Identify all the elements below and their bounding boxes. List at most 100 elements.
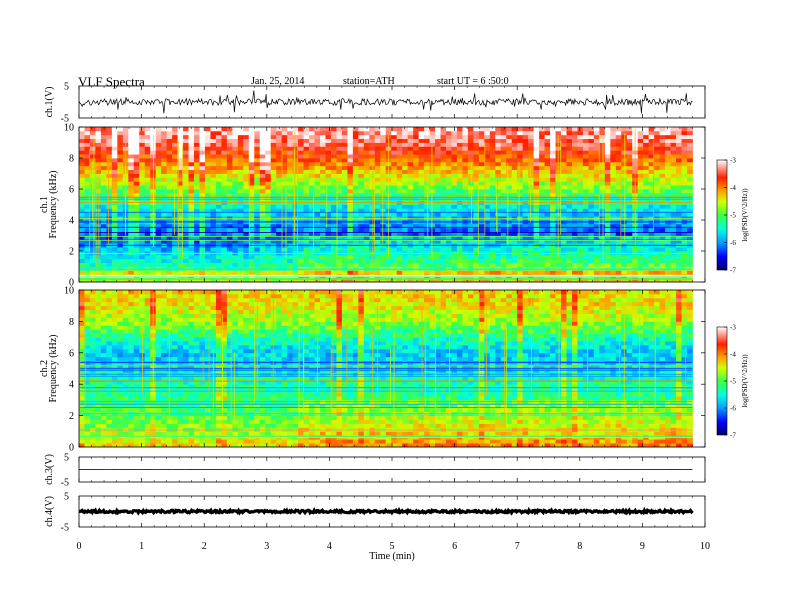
spectrogram-cell (402, 154, 409, 159)
spectrogram-cell (528, 254, 535, 260)
spectrogram-cell (577, 154, 584, 159)
spectrogram-cell (676, 146, 682, 151)
spectrogram-cell (84, 165, 91, 171)
spectrogram-cell (161, 169, 168, 174)
spectrogram-cell (676, 173, 682, 178)
spectrogram-cell (621, 227, 628, 233)
spectrogram-cell (177, 130, 184, 136)
spectrogram-cell (418, 216, 425, 221)
spectrogram-cell (341, 204, 348, 209)
spectrogram-cell (670, 239, 677, 244)
spectrogram-cell (588, 138, 595, 143)
spectrogram-cell (374, 177, 381, 182)
spectrogram-cell (128, 134, 135, 140)
spectrogram-cell (539, 216, 545, 221)
spectrogram-cell (79, 216, 85, 221)
spectrogram-cell (577, 239, 584, 244)
spectrogram-cell (248, 227, 255, 233)
spectrogram-cell (528, 189, 535, 194)
spectrogram-cell (681, 251, 688, 256)
spectrogram-cell (210, 150, 217, 155)
spectrogram-cell (128, 223, 135, 229)
spectrogram-cell (106, 254, 113, 260)
spectrogram-cell (122, 251, 129, 256)
spectrogram-cell (221, 270, 228, 275)
spectrogram-cell (429, 154, 436, 159)
spectrogram-cell (610, 208, 617, 213)
spectrogram-cell (363, 173, 370, 178)
spectrogram-cell (172, 192, 178, 198)
spectrogram-cell (429, 208, 436, 213)
spectrogram-cell (259, 227, 266, 233)
spectrogram-cell (495, 254, 502, 260)
spectrogram-cell (517, 216, 524, 221)
spectrogram-cell (188, 142, 195, 147)
spectrogram-cell (309, 262, 315, 267)
spectrogram-cell (281, 127, 288, 132)
spectrogram-cell (582, 251, 589, 256)
spectrogram-cell (265, 154, 272, 159)
spectrogram-cell (495, 146, 502, 151)
spectrogram-cell (550, 165, 556, 171)
spectrogram-cell (336, 192, 343, 198)
spectrogram-cell (314, 154, 321, 159)
spectrogram-cell (226, 173, 233, 178)
spectrogram-cell (352, 254, 359, 260)
spectrogram-cell (561, 239, 567, 244)
spectrogram-cell (139, 254, 146, 260)
spectrogram-cells-ch1 (78, 127, 693, 283)
spectrogram-cell (226, 239, 233, 244)
spectrogram-cell (665, 251, 671, 256)
spectrogram-cell (435, 262, 441, 267)
spectrogram-cell (303, 165, 310, 171)
spectrogram-cell (270, 146, 277, 151)
spectrogram-cell (544, 235, 551, 240)
spectrogram-cell (183, 165, 189, 171)
spectrogram-cell (670, 181, 677, 186)
spectrogram-cell (676, 138, 682, 143)
spectrogram-cell (117, 427, 124, 432)
spectrogram-cell (133, 290, 140, 295)
spectrogram-cell (79, 317, 85, 322)
spectrogram-cell (79, 344, 85, 350)
spectrogram-cell (687, 181, 693, 186)
spectrogram-cell (183, 181, 189, 186)
spectrogram-cell (100, 127, 107, 132)
spectrogram-cell (429, 181, 436, 186)
spectrogram-cell (435, 130, 441, 136)
spectrogram-cell (396, 177, 403, 182)
spectrogram-cell (456, 262, 463, 267)
spectrogram-cell (610, 185, 617, 190)
spectrogram-cell (117, 419, 124, 424)
spectrogram-cell (369, 130, 376, 136)
spectrogram-cell (314, 216, 321, 221)
spectrogram-cell (429, 150, 436, 155)
spectrogram-cell (117, 305, 124, 311)
spectrogram-cell (681, 161, 688, 167)
spectrogram-cell (254, 127, 261, 132)
spectrogram-cell (610, 239, 617, 244)
spectrogram-cell (396, 158, 403, 163)
spectrogram-cell (500, 258, 507, 264)
spectrogram-cell (237, 138, 244, 143)
spectrogram-cell (309, 177, 315, 182)
spectrogram-cell (330, 173, 337, 178)
spectrogram-cell (177, 208, 184, 213)
spectrogram-cell (183, 130, 189, 136)
spectrogram-cell (100, 181, 107, 186)
spectrogram-cell (89, 173, 96, 178)
spectrogram-cell (363, 223, 370, 229)
spectrogram-cell (215, 189, 222, 194)
spectrogram-cell (358, 158, 365, 163)
spectrogram-cell (506, 270, 513, 275)
spectrogram-cell (117, 216, 124, 221)
spectrogram-cell (648, 150, 655, 155)
spectrogram-cell (117, 258, 124, 264)
spectrogram-cell (588, 239, 595, 244)
spectrogram-cell (544, 173, 551, 178)
spectrogram-cell (374, 208, 381, 213)
spectrogram-cell (226, 212, 233, 217)
spectrogram-cell (429, 158, 436, 163)
spectrogram-cell (117, 407, 124, 413)
spectrogram-cell (588, 235, 595, 240)
